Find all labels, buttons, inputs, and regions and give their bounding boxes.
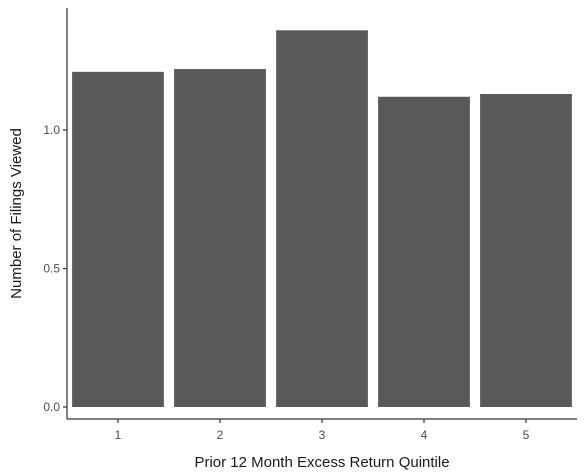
y-tick-label: 0.5 [43, 262, 60, 276]
bar-5 [480, 93, 572, 408]
bar-1 [72, 71, 164, 407]
bar-4 [378, 96, 470, 407]
x-axis-title: Prior 12 Month Excess Return Quintile [194, 454, 449, 471]
x-tick-label: 1 [115, 428, 122, 442]
x-tick-label: 3 [319, 428, 326, 442]
x-tick-label: 2 [217, 428, 224, 442]
x-tick-label: 4 [421, 428, 428, 442]
y-tick-label: 0.0 [43, 400, 60, 414]
bar-2 [174, 69, 266, 407]
bar-3 [276, 30, 368, 408]
bars-group [72, 30, 572, 408]
x-tick-label: 5 [523, 428, 530, 442]
y-axis-title: Number of Filings Viewed [8, 128, 25, 299]
y-tick-label: 1.0 [43, 123, 60, 137]
ticks-group: 0.0 0.5 1.0 1 2 3 4 5 [43, 123, 529, 442]
